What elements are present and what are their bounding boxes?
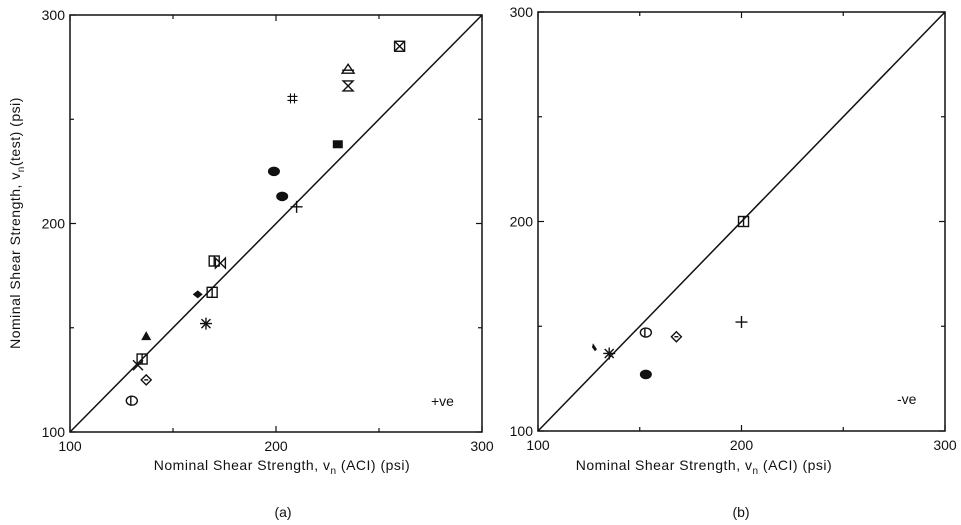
data-points-a	[125, 40, 406, 406]
tick-labels-a: 100 200 300 100 200 300	[42, 7, 494, 454]
data-point-circle-bar-open	[639, 327, 653, 338]
panel-a: 100 200 300 100 200 300 Nominal Shear Strengt…	[7, 7, 494, 520]
x-tick-label: 300	[470, 438, 494, 454]
data-point-bowtie	[214, 256, 227, 270]
data-point-circle-filled	[267, 166, 280, 177]
y-tick-label: 100	[510, 423, 534, 439]
data-point-square-x	[393, 40, 406, 52]
panel-label-b: (b)	[732, 504, 749, 520]
panel-b: 100 200 300 100 200 300 Nominal Shear Strengt…	[510, 4, 957, 520]
y-tick-label: 100	[42, 424, 66, 440]
y-tick-label: 300	[42, 7, 66, 23]
y-axis-title-a: Nominal Shear Strength, vn(test) (psi)	[7, 97, 27, 349]
data-point-square-open	[206, 286, 218, 299]
x-axis-title-b: Nominal Shear Strength, vn (ACI) (psi)	[576, 457, 832, 477]
data-point-tick-filled	[591, 343, 597, 352]
x-tick-label: 100	[58, 438, 82, 454]
tick-labels-b: 100 200 300 100 200 300	[510, 4, 957, 453]
reference-line-a	[69, 14, 483, 433]
y-tick-label: 300	[510, 4, 534, 20]
data-point-circle-filled	[276, 191, 289, 202]
data-point-circle-filled	[639, 369, 652, 380]
panel-annotation-b: -ve	[897, 391, 917, 407]
panel-annotation-a: +ve	[431, 393, 454, 409]
data-point-asterisk	[603, 347, 616, 360]
data-point-triangle-bar-open	[340, 62, 356, 74]
reference-line-b	[537, 11, 946, 432]
x-tick-label: 300	[933, 437, 957, 453]
data-point-circle-bar-open	[125, 395, 139, 406]
data-point-diamond-open	[670, 330, 683, 343]
data-point-asterisk	[199, 317, 212, 330]
data-point-diamond-filled	[192, 290, 203, 299]
data-point-hourglass	[341, 80, 355, 92]
x-axis-title-a: Nominal Shear Strength, vn (ACI) (psi)	[154, 457, 410, 477]
panel-label-a: (a)	[274, 504, 291, 520]
data-point-plus	[290, 200, 303, 213]
x-tick-label: 200	[264, 438, 288, 454]
x-tick-label: 200	[730, 437, 754, 453]
data-point-plus	[735, 316, 748, 329]
data-point-triangle-filled	[141, 331, 152, 341]
data-point-x	[132, 359, 144, 371]
tick-marks-b	[537, 11, 946, 432]
data-point-square-filled	[332, 140, 343, 149]
y-tick-label: 200	[42, 216, 66, 232]
y-tick-label: 200	[510, 214, 534, 230]
data-point-hash	[287, 93, 298, 104]
data-point-square-open	[737, 215, 750, 228]
x-tick-label: 100	[526, 437, 550, 453]
data-point-square-open	[136, 353, 148, 365]
data-point-diamond-open	[140, 373, 153, 386]
data-points-b	[591, 215, 750, 380]
tick-marks-a	[69, 14, 483, 433]
